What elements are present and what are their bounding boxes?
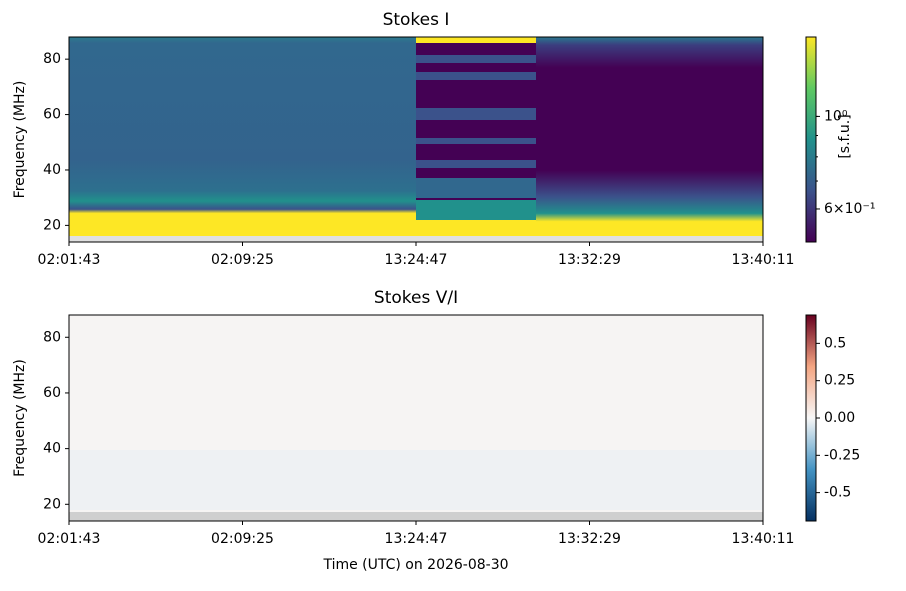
- y-tick-label: 40: [43, 441, 61, 457]
- colorbar: [805, 36, 817, 243]
- colorbar-tick-label: -0.5: [824, 485, 851, 501]
- x-tick-label: 13:32:29: [558, 252, 621, 268]
- y-axis-label: Frequency (MHz): [12, 81, 28, 199]
- y-tick-label: 60: [43, 385, 61, 401]
- x-tick-label: 13:24:47: [385, 252, 448, 268]
- x-axis-label: Time (UTC) on 2026-08-30: [322, 557, 508, 573]
- y-tick-label: 40: [43, 162, 61, 178]
- x-tick-label: 02:09:25: [211, 531, 274, 547]
- x-tick-label: 02:09:25: [211, 252, 274, 268]
- colorbar-tick-label: 6×10⁻¹: [824, 201, 875, 217]
- x-tick-label: 02:01:43: [38, 531, 101, 547]
- colorbar: [805, 314, 817, 522]
- panel-title: Stokes I: [383, 10, 450, 30]
- colorbar-tick-label: 0.00: [824, 410, 855, 426]
- colorbar-tick-label: 10⁰: [824, 108, 848, 124]
- x-tick-label: 13:32:29: [558, 531, 621, 547]
- panel-title: Stokes V/I: [374, 288, 458, 308]
- colorbar-tick-label: 0.25: [824, 373, 855, 389]
- y-tick-label: 80: [43, 51, 61, 67]
- stokes-i-image: [69, 37, 763, 242]
- stokes-vi-image: [69, 315, 763, 521]
- y-tick-label: 20: [43, 217, 61, 233]
- x-tick-label: 02:01:43: [38, 252, 101, 268]
- y-tick-label: 80: [43, 329, 61, 345]
- y-tick-label: 20: [43, 496, 61, 512]
- colorbar-tick-label: 0.5: [824, 335, 846, 351]
- x-tick-label: 13:24:47: [385, 531, 448, 547]
- x-tick-label: 13:40:11: [732, 531, 795, 547]
- colorbar-label: [s.f.u.]: [837, 114, 853, 158]
- y-tick-label: 60: [43, 107, 61, 123]
- y-axis-label: Frequency (MHz): [12, 359, 28, 477]
- colorbar-tick-label: -0.25: [824, 447, 860, 463]
- x-tick-label: 13:40:11: [732, 252, 795, 268]
